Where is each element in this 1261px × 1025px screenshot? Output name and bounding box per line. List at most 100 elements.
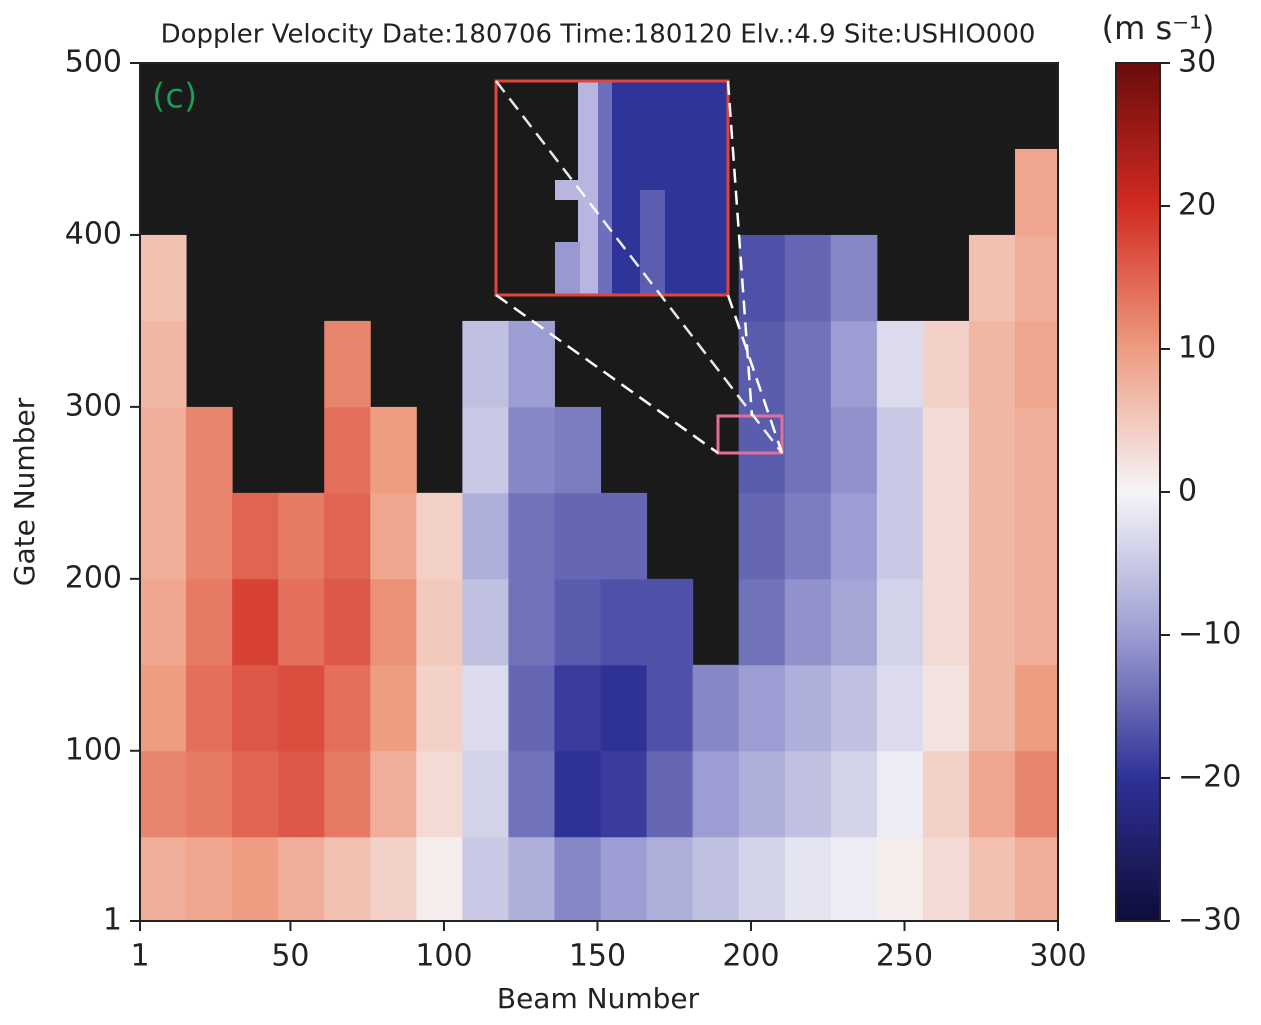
- inset-cells: [555, 242, 580, 295]
- heatmap-cell: [922, 406, 970, 494]
- heatmap-cell: [186, 406, 233, 494]
- heatmap-cell: [784, 578, 832, 666]
- inset-cells: [640, 190, 665, 295]
- heatmap-cell: [922, 578, 970, 666]
- heatmap-cell: [876, 492, 924, 580]
- y-tick-label: 100: [65, 732, 122, 767]
- heatmap-cell: [186, 750, 233, 838]
- inset-frame: [494, 79, 730, 297]
- heatmap-cell: [830, 750, 878, 838]
- heatmap-cell: [370, 492, 417, 580]
- heatmap-cell: [554, 664, 602, 752]
- colorbar-tick-label: −30: [1178, 903, 1241, 938]
- heatmap-cell: [784, 320, 832, 408]
- heatmap-cell: [508, 406, 555, 494]
- heatmap-cell: [922, 320, 970, 408]
- heatmap-cell: [738, 836, 786, 922]
- heatmap-cell: [968, 664, 1016, 752]
- heatmap-cell: [140, 234, 187, 322]
- heatmap-cell: [370, 406, 417, 494]
- heatmap-cell: [646, 836, 694, 922]
- heatmap-cell: [738, 664, 786, 752]
- heatmap-cell: [646, 750, 694, 838]
- heatmap-cell: [462, 320, 509, 408]
- heatmap-cell: [140, 492, 187, 580]
- heatmap-cell: [416, 836, 463, 922]
- heatmap: [140, 148, 1059, 922]
- heatmap-cell: [324, 664, 371, 752]
- heatmap-cell: [830, 836, 878, 922]
- heatmap-cell: [692, 750, 740, 838]
- x-axis-label: Beam Number: [497, 982, 700, 1015]
- heatmap-cell: [554, 750, 602, 838]
- heatmap-cell: [416, 578, 463, 666]
- heatmap-cell: [1015, 148, 1059, 236]
- heatmap-cell: [140, 320, 187, 408]
- heatmap-cell: [462, 750, 509, 838]
- heatmap-cell: [1015, 406, 1059, 494]
- heatmap-cell: [968, 320, 1016, 408]
- colorbar: [1115, 62, 1161, 922]
- heatmap-cell: [508, 320, 555, 408]
- heatmap-cell: [922, 492, 970, 580]
- heatmap-cell: [784, 406, 832, 494]
- heatmap-cell: [646, 578, 694, 666]
- heatmap-cell: [508, 492, 555, 580]
- heatmap-cell: [738, 234, 786, 322]
- heatmap-cell: [186, 836, 233, 922]
- y-tick-label: 500: [65, 45, 122, 80]
- heatmap-cell: [1015, 664, 1059, 752]
- x-tick-label: 200: [722, 939, 779, 974]
- heatmap-cell: [968, 406, 1016, 494]
- x-tick-label: 1: [130, 939, 149, 974]
- heatmap-cell: [278, 578, 325, 666]
- heatmap-cell: [968, 578, 1016, 666]
- x-tick-label: 300: [1029, 939, 1086, 974]
- heatmap-cell: [784, 836, 832, 922]
- inset-cells: [555, 180, 580, 200]
- heatmap-cell: [324, 578, 371, 666]
- heatmap-cell: [278, 750, 325, 838]
- heatmap-cell: [968, 234, 1016, 322]
- heatmap-cell: [830, 578, 878, 666]
- colorbar-tick-label: 10: [1178, 331, 1216, 366]
- colorbar-tick-label: 20: [1178, 188, 1216, 223]
- heatmap-cell: [738, 492, 786, 580]
- heatmap-cell: [370, 664, 417, 752]
- heatmap-cell: [278, 492, 325, 580]
- heatmap-cell: [876, 664, 924, 752]
- heatmap-cell: [600, 578, 648, 666]
- heatmap-cell: [186, 578, 233, 666]
- heatmap-cell: [140, 664, 187, 752]
- heatmap-cell: [876, 320, 924, 408]
- heatmap-cell: [738, 750, 786, 838]
- y-tick-label: 200: [65, 560, 122, 595]
- heatmap-cell: [830, 664, 878, 752]
- inset-cells: [610, 81, 728, 295]
- heatmap-cell: [140, 578, 187, 666]
- heatmap-cell: [784, 664, 832, 752]
- heatmap-cell: [830, 406, 878, 494]
- heatmap-cell: [922, 664, 970, 752]
- y-tick-label: 400: [65, 216, 122, 251]
- x-tick-label: 150: [569, 939, 626, 974]
- heatmap-cell: [140, 750, 187, 838]
- heatmap-cell: [600, 664, 648, 752]
- heatmap-cell: [554, 492, 602, 580]
- heatmap-cell: [554, 406, 602, 494]
- colorbar-tick-label: 30: [1178, 45, 1216, 80]
- heatmap-cell: [1015, 578, 1059, 666]
- inset-cells: [578, 81, 598, 295]
- heatmap-cell: [922, 836, 970, 922]
- heatmap-cell: [738, 578, 786, 666]
- heatmap-cell: [968, 750, 1016, 838]
- heatmap-cell: [462, 578, 509, 666]
- y-axis-label: Gate Number: [8, 397, 41, 586]
- x-tick-label: 250: [876, 939, 933, 974]
- heatmap-cell: [324, 320, 371, 408]
- heatmap-cell: [876, 836, 924, 922]
- zoom-box: [716, 414, 784, 455]
- heatmap-cell: [416, 750, 463, 838]
- heatmap-cell: [370, 836, 417, 922]
